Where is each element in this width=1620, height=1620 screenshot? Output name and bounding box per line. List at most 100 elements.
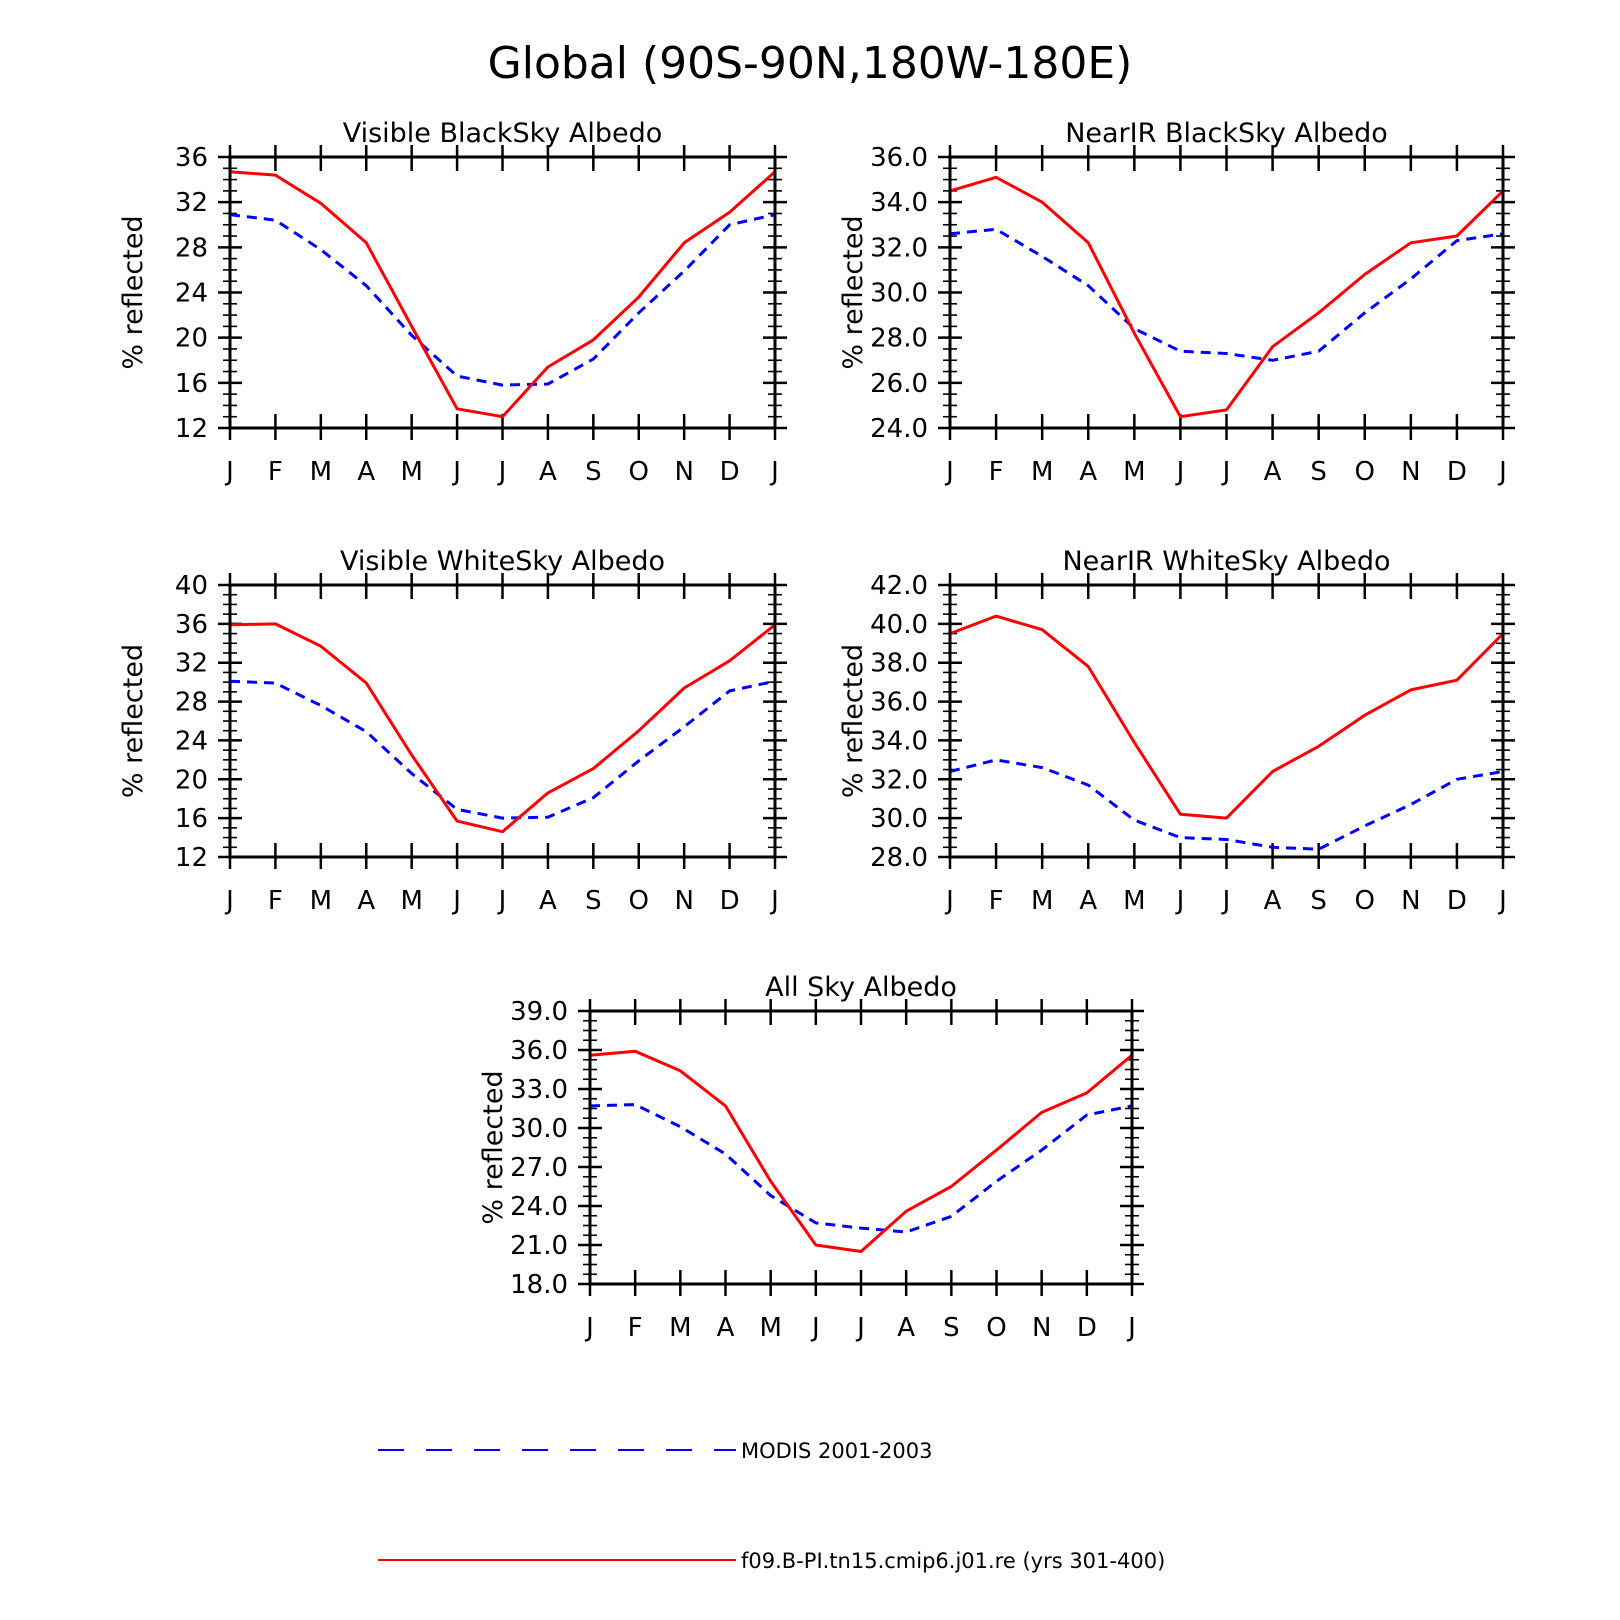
y-tick-label: 27.0 [510,1153,568,1183]
x-tick-label: J [224,457,234,487]
plot-frame [948,155,1505,430]
y-tick-label: 26.0 [870,369,928,399]
series-line-modis [229,679,776,820]
y-tick-label: 16 [175,369,208,399]
y-tick-label: 28.0 [870,324,928,354]
series-line-modis [949,227,1504,362]
x-tick-label: M [669,1313,691,1343]
y-tick-label: 34.0 [870,188,928,218]
plot-frame [588,1009,1134,1286]
x-tick-label: M [1031,457,1053,487]
x-tick-label: A [897,1313,915,1343]
x-tick-label: F [268,886,283,916]
y-tick-label: 40.0 [870,610,928,640]
x-tick-label: S [943,1313,960,1343]
x-tick-label: J [1126,1313,1136,1343]
x-tick-label: A [357,457,375,487]
x-tick-label: O [629,457,649,487]
y-tick-label: 12 [175,414,208,444]
x-tick-label: N [1032,1313,1051,1343]
x-tick-label: J [451,457,461,487]
x-tick-label: M [1123,457,1145,487]
y-tick-label: 32 [175,188,208,218]
series-line-modis [949,758,1504,851]
x-tick-label: J [769,886,779,916]
y-axis-label: % reflected [478,1070,509,1224]
x-tick-label: N [674,457,693,487]
x-tick-label: J [497,886,507,916]
y-tick-label: 39.0 [510,997,568,1027]
y-tick-label: 38.0 [870,649,928,679]
chart-title: Visible WhiteSky Albedo [340,546,665,577]
y-tick-label: 24 [175,279,208,309]
x-tick-label: J [944,886,954,916]
y-tick-label: 28.0 [870,843,928,873]
x-tick-label: J [497,457,507,487]
x-tick-label: A [539,886,557,916]
y-tick-label: 24.0 [870,414,928,444]
plot-frame [228,583,777,859]
x-tick-label: M [1123,886,1145,916]
y-tick-label: 12 [175,843,208,873]
chart-title: All Sky Albedo [765,972,957,1003]
y-tick-label: 20 [175,765,208,795]
series-line-model [589,1049,1133,1253]
series-line-model [229,622,776,834]
y-tick-label: 24 [175,726,208,756]
x-tick-label: N [1401,457,1420,487]
x-tick-label: J [584,1313,594,1343]
x-tick-label: A [357,886,375,916]
x-tick-label: S [585,886,602,916]
x-tick-label: J [1497,457,1507,487]
y-tick-label: 36.0 [870,688,928,718]
x-tick-label: N [674,886,693,916]
y-axis-label: % reflected [118,215,149,369]
y-axis-label: % reflected [118,644,149,798]
legend: MODIS 2001-2003 f09.B-PI.tn15.cmip6.j01.… [378,1439,1165,1573]
y-tick-label: 18.0 [510,1270,568,1300]
x-tick-label: J [224,886,234,916]
x-tick-label: M [759,1313,781,1343]
y-tick-label: 32.0 [870,765,928,795]
x-tick-label: D [1447,886,1467,916]
y-tick-label: 30.0 [870,804,928,834]
y-tick-label: 34.0 [870,726,928,756]
x-tick-label: J [769,457,779,487]
x-tick-label: J [1497,886,1507,916]
chart-title: Visible BlackSky Albedo [343,118,663,149]
x-tick-label: O [986,1313,1006,1343]
figure-title: Global (90S-90N,180W-180E) [488,38,1133,89]
x-tick-label: J [855,1313,865,1343]
plot-frame [948,583,1505,859]
x-tick-label: J [1175,886,1185,916]
x-tick-label: J [1221,457,1231,487]
series-line-modis [589,1103,1133,1234]
y-tick-label: 36 [175,610,208,640]
x-tick-label: D [720,457,740,487]
x-tick-label: M [400,886,422,916]
legend-label-model: f09.B-PI.tn15.cmip6.j01.re (yrs 301-400) [741,1549,1165,1573]
plot-frame [228,155,777,430]
x-tick-label: F [989,457,1004,487]
y-tick-label: 24.0 [510,1192,568,1222]
x-tick-label: A [1264,457,1282,487]
y-tick-label: 30.0 [510,1114,568,1144]
x-tick-label: J [451,886,461,916]
chart-title: NearIR BlackSky Albedo [1065,118,1388,149]
y-tick-label: 20 [175,324,208,354]
x-tick-label: S [1310,457,1327,487]
x-tick-label: D [1447,457,1467,487]
y-tick-label: 16 [175,804,208,834]
chart-title: NearIR WhiteSky Albedo [1062,546,1390,577]
x-tick-label: A [1079,886,1097,916]
series-line-model [949,614,1505,820]
x-tick-label: D [720,886,740,916]
y-tick-label: 36.0 [870,143,928,173]
